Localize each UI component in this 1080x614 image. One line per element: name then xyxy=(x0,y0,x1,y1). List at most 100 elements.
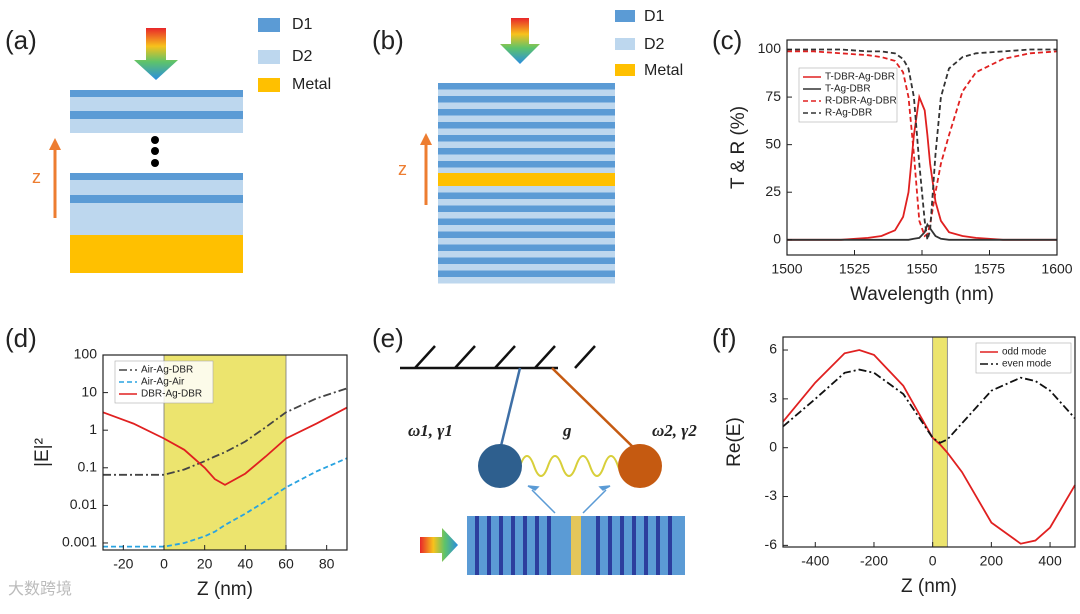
x-tick-label: 20 xyxy=(197,556,213,572)
layer-d2 xyxy=(438,238,615,245)
y-tick-label: 100 xyxy=(74,346,98,362)
layer-d2 xyxy=(438,264,615,271)
legend-swatch xyxy=(258,18,280,32)
y-tick-label: -6 xyxy=(765,536,778,552)
layer-d1 xyxy=(487,516,491,575)
legend-text: D2 xyxy=(292,48,313,65)
layer-d1 xyxy=(644,516,648,575)
layer-d2 xyxy=(438,167,615,174)
mode-label: ω1, γ1 xyxy=(408,421,453,440)
excitation-arrow xyxy=(527,485,611,514)
panel-label: (c) xyxy=(712,25,742,55)
y-tick-label: -3 xyxy=(765,487,778,503)
layer-d1 xyxy=(438,192,615,199)
y-tick-label: 3 xyxy=(769,390,777,406)
line-series xyxy=(782,349,1076,545)
line-series xyxy=(782,368,1076,444)
legend-text: even mode xyxy=(1002,359,1052,370)
x-tick-label: -400 xyxy=(801,553,829,569)
layer-d2 xyxy=(70,119,243,133)
legend-text: D2 xyxy=(644,36,665,53)
line-series xyxy=(103,457,348,548)
layer-d1 xyxy=(620,516,624,575)
string xyxy=(551,367,637,451)
ellipsis-dot xyxy=(151,147,159,155)
layer-d2 xyxy=(438,89,615,96)
layer-d1 xyxy=(656,516,660,575)
legend-text: Metal xyxy=(644,62,683,79)
mode-label: ω2, γ2 xyxy=(652,421,697,440)
layer-d2 xyxy=(438,186,615,193)
line-series xyxy=(102,406,348,486)
layer-d1 xyxy=(547,516,551,575)
x-tick-label: -200 xyxy=(860,553,888,569)
legend-text: D1 xyxy=(644,8,665,25)
line-series xyxy=(787,222,1057,241)
x-tick-label: 1600 xyxy=(1041,261,1072,277)
x-axis-label: Z (nm) xyxy=(901,576,957,597)
legend-swatch xyxy=(615,38,635,50)
y-tick-label: 100 xyxy=(758,40,782,56)
legend-swatch xyxy=(258,78,280,92)
legend-text: R-DBR-Ag-DBR xyxy=(825,96,897,107)
x-tick-label: 1575 xyxy=(974,261,1005,277)
layer-d2 xyxy=(438,102,615,109)
layer-d2 xyxy=(438,141,615,148)
layer-d1 xyxy=(438,96,615,103)
legend-text: odd mode xyxy=(1002,347,1047,358)
legend-swatch xyxy=(258,50,280,64)
y-tick-label: 50 xyxy=(765,135,781,151)
z-label: z xyxy=(398,159,407,179)
x-tick-label: 40 xyxy=(238,556,254,572)
y-axis-label: Re(E) xyxy=(724,417,745,467)
layer-d1 xyxy=(523,516,527,575)
layer-d1 xyxy=(499,516,503,575)
layer-metal xyxy=(571,516,581,575)
y-axis-label: |E|² xyxy=(32,438,53,467)
legend-text: R-Ag-DBR xyxy=(825,108,872,119)
z-label: z xyxy=(32,167,41,187)
x-tick-label: 80 xyxy=(319,556,335,572)
layer-d1 xyxy=(438,231,615,238)
y-tick-label: 6 xyxy=(769,341,777,357)
layer-d1 xyxy=(438,218,615,225)
x-tick-label: 400 xyxy=(1038,553,1062,569)
layer-d1 xyxy=(438,161,615,168)
x-tick-label: 0 xyxy=(929,553,937,569)
x-tick-label: 0 xyxy=(160,556,168,572)
legend-text: Air-Ag-DBR xyxy=(141,365,193,376)
legend-text: T-DBR-Ag-DBR xyxy=(825,72,895,83)
layer-d2 xyxy=(438,225,615,232)
spring xyxy=(519,455,633,477)
layer-d2 xyxy=(70,180,243,195)
y-tick-label: 0 xyxy=(769,438,777,454)
legend-swatch xyxy=(615,10,635,22)
diagram-e: ω1, γ1 g ω2, γ2 xyxy=(400,345,697,575)
layer-d1 xyxy=(511,516,515,575)
oscillator xyxy=(618,444,662,488)
y-tick-label: 0.01 xyxy=(70,496,97,512)
y-tick-label: 0.001 xyxy=(62,534,97,550)
layer-d1 xyxy=(438,270,615,277)
layer-d1 xyxy=(475,516,479,575)
y-tick-label: 25 xyxy=(765,183,781,199)
plot-frame xyxy=(782,336,1076,548)
layer-d1 xyxy=(535,516,539,575)
layer-d2 xyxy=(438,251,615,258)
x-tick-label: 1500 xyxy=(771,261,802,277)
layer-d2 xyxy=(70,97,243,111)
layer-d2 xyxy=(438,199,615,206)
coupling-label: g xyxy=(562,421,572,440)
legend-text: D1 xyxy=(292,16,313,33)
layer-d1 xyxy=(438,135,615,142)
x-tick-label: 1550 xyxy=(906,261,937,277)
legend-text: DBR-Ag-DBR xyxy=(141,389,202,400)
line-series xyxy=(787,50,1058,238)
layer-d1 xyxy=(438,148,615,155)
ceiling xyxy=(400,345,596,370)
layer-d1 xyxy=(668,516,672,575)
layer-d1 xyxy=(438,205,615,212)
diagram-a: z D1 D2 Metal xyxy=(32,16,331,273)
layer-d1 xyxy=(608,516,612,575)
